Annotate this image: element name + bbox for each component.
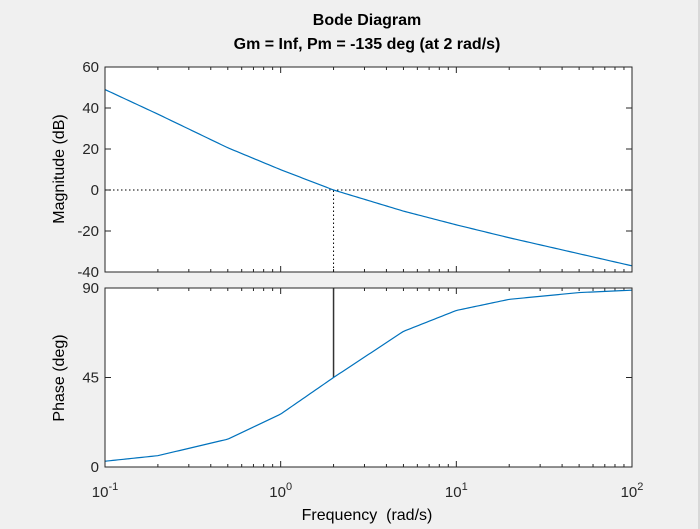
magnitude-ylabel: Magnitude (dB) [51,114,68,223]
y-tick-label: -40 [77,264,99,281]
plot-area [105,67,632,272]
phase-data-point [456,310,458,312]
chart-title: Bode Diagram [313,12,421,29]
magnitude-axes: 60 40 20 0 -20 -40 [77,59,633,281]
x-tick-label: 10-1 [92,481,118,501]
chart-subtitle: Gm = Inf, Pm = -135 deg (at 2 rad/s) [234,36,501,53]
axes-border [104,66,633,273]
y-tick-label: 45 [82,370,99,387]
y-tick-label: 0 [91,459,99,476]
y-tick-label: 40 [82,100,99,117]
plot-area [105,288,632,467]
y-tick-label: 0 [91,182,99,199]
magnitude-data-point [227,147,229,149]
phase-data-point [157,455,159,457]
magnitude-data-point [280,169,282,171]
x-tick-label: 100 [269,481,292,501]
phase-data-point [280,413,282,415]
axes-border [104,287,633,468]
y-tick-label: 60 [82,59,99,76]
x-tick-label: 101 [445,481,468,501]
magnitude-data-point [403,210,405,212]
phase-data-point [227,438,229,440]
magnitude-data-point [157,113,159,115]
phase-data-point [403,331,405,333]
magnitude-data-point [578,253,580,255]
phase-data-point [578,292,580,294]
y-tick-label: 90 [82,280,99,297]
phase-data-point [333,377,335,379]
magnitude-curve [104,89,633,267]
y-tick-label: 20 [82,141,99,158]
phase-data-point [508,299,510,301]
magnitude-data-point [333,189,335,191]
frequency-xlabel: Frequency (rad/s) [302,507,433,524]
magnitude-data-point [456,224,458,226]
magnitude-data-point [508,237,510,239]
y-tick-label: -20 [77,223,99,240]
x-tick-label: 102 [621,481,644,501]
phase-curve [104,289,633,462]
phase-axes: 90 45 0 10-1 100 101 102 [82,280,643,501]
window-edge [698,0,700,529]
phase-ylabel: Phase (deg) [51,334,68,421]
